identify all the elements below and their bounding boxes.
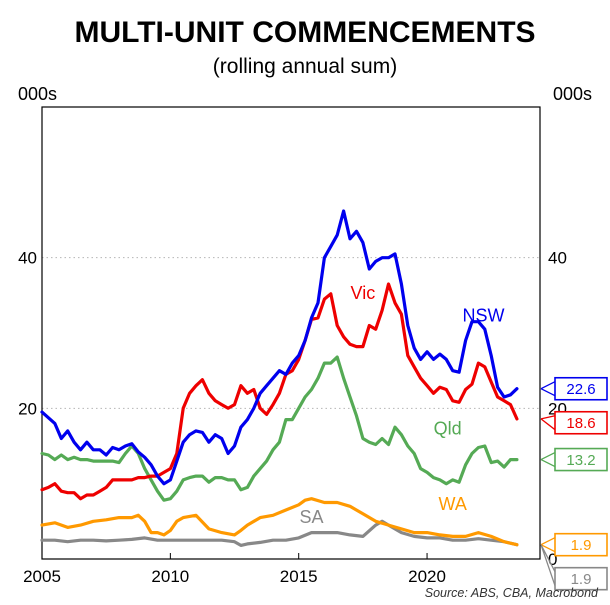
end-tag-pointer xyxy=(540,452,556,468)
chart-subtitle: (rolling annual sum) xyxy=(213,55,397,78)
end-tag-nsw: 22.6 xyxy=(540,376,608,401)
end-tag-value: 13.2 xyxy=(566,452,595,469)
y-tick-left: 20 xyxy=(18,399,37,418)
plot-frame xyxy=(41,106,541,560)
y-tick-right: 0 xyxy=(548,550,557,569)
end-tag-vic: 18.6 xyxy=(540,410,608,435)
end-tag-pointer xyxy=(540,381,556,397)
end-tag-box xyxy=(554,532,608,557)
source-note: Source: ABS, CBA, Macrobond xyxy=(425,586,599,600)
y-unit-left: 000s xyxy=(18,84,57,104)
end-tag-value: 22.6 xyxy=(566,381,595,398)
end-tag-qld: 13.2 xyxy=(540,447,608,472)
end-tag-value: 1.9 xyxy=(571,571,592,588)
chart-title: MULTI-UNIT COMMENCEMENTS xyxy=(74,16,535,49)
end-tag-sa: 1.9 xyxy=(540,544,608,591)
end-tag-value: 1.9 xyxy=(571,537,592,554)
end-tag-box xyxy=(554,376,608,401)
end-tag-value: 18.6 xyxy=(566,415,595,432)
series-line-sa xyxy=(40,519,519,547)
x-tick: 2020 xyxy=(408,567,446,586)
end-tag-box xyxy=(554,410,608,435)
end-value-tags: 22.6 18.6 13.2 1.9 1.9 xyxy=(540,376,608,591)
series-label-nsw: NSW xyxy=(463,306,505,326)
series-line-nsw xyxy=(40,209,519,486)
series-labels: NSW Vic Qld WA SA xyxy=(300,283,505,527)
series-line-qld xyxy=(40,355,519,502)
end-tag-pointer xyxy=(540,544,556,586)
x-tick: 2015 xyxy=(280,567,318,586)
end-tag-pointer xyxy=(540,415,556,431)
series-lines xyxy=(40,209,519,547)
x-tick: 2010 xyxy=(151,567,189,586)
y-unit-right: 000s xyxy=(553,84,592,104)
end-tag-wa: 1.9 xyxy=(540,532,608,557)
series-label-vic: Vic xyxy=(351,283,376,303)
end-tag-box xyxy=(554,566,608,591)
series-line-vic xyxy=(40,282,519,501)
y-tick-right: 40 xyxy=(548,249,567,268)
series-label-sa: SA xyxy=(300,507,324,527)
end-tag-pointer xyxy=(540,537,556,553)
grid xyxy=(42,257,540,409)
end-tag-box xyxy=(554,447,608,472)
series-label-qld: Qld xyxy=(434,419,462,439)
x-tick: 2005 xyxy=(23,567,61,586)
series-label-wa: WA xyxy=(439,494,467,514)
series-line-wa xyxy=(40,497,519,547)
y-tick-left: 40 xyxy=(18,249,37,268)
